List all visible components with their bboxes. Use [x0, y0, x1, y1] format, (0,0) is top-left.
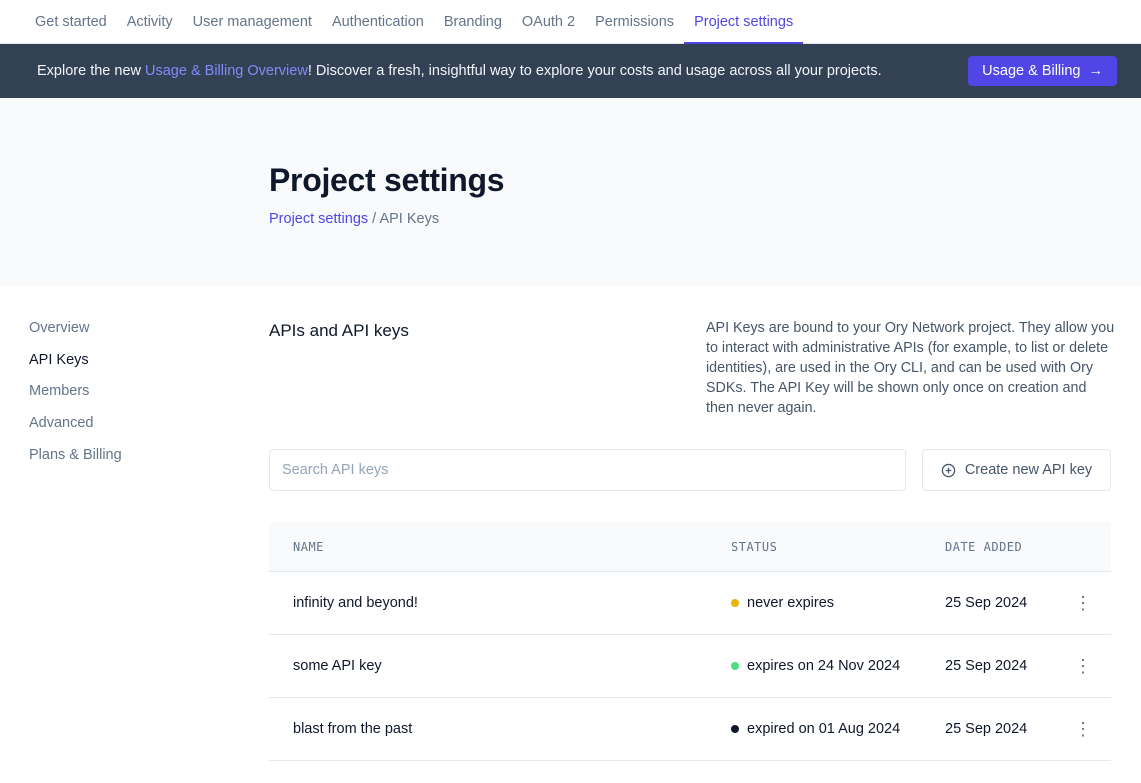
banner-suffix: ! Discover a fresh, insightful way to ex…	[307, 63, 882, 79]
search-input[interactable]	[269, 449, 906, 491]
settings-sidebar: Overview API Keys Members Advanced Plans…	[29, 318, 122, 476]
status-text: expires on 24 Nov 2024	[747, 658, 901, 674]
header-date-added: DATE ADDED	[945, 539, 1023, 554]
table-header: NAME STATUS DATE ADDED	[269, 522, 1111, 572]
sidebar-item-plans-billing[interactable]: Plans & Billing	[29, 446, 122, 463]
key-status: expires on 24 Nov 2024	[731, 658, 900, 674]
create-api-key-button[interactable]: Create new API key	[922, 449, 1111, 491]
key-name: blast from the past	[293, 721, 413, 737]
sidebar-item-members[interactable]: Members	[29, 383, 90, 400]
sidebar-item-api-keys[interactable]: API Keys	[29, 351, 89, 368]
more-options-icon[interactable]: ⋮	[1074, 655, 1092, 676]
section-title: APIs and API keys	[269, 321, 409, 340]
banner-prefix: Explore the new	[37, 63, 146, 79]
tab-get-started[interactable]: Get started	[35, 13, 107, 30]
tab-permissions[interactable]: Permissions	[595, 13, 675, 30]
table-row[interactable]: some API key expires on 24 Nov 2024 25 S…	[269, 635, 1111, 698]
breadcrumb: Project settings / API Keys	[269, 211, 1141, 227]
key-name: infinity and beyond!	[293, 595, 418, 611]
plus-circle-icon	[941, 463, 956, 477]
status-text: never expires	[747, 595, 835, 611]
key-status: expired on 01 Aug 2024	[731, 721, 900, 737]
tab-project-settings[interactable]: Project settings	[684, 0, 804, 44]
sidebar-item-overview[interactable]: Overview	[29, 320, 90, 336]
tab-branding[interactable]: Branding	[443, 13, 502, 30]
key-name: some API key	[293, 658, 382, 674]
announcement-banner: Explore the new Usage & Billing Overview…	[0, 44, 1141, 98]
usage-billing-button[interactable]: Usage & Billing →	[968, 56, 1117, 86]
status-dot-icon	[731, 725, 739, 733]
more-options-icon[interactable]: ⋮	[1074, 592, 1092, 613]
breadcrumb-current: API Keys	[379, 211, 440, 227]
api-keys-table: NAME STATUS DATE ADDED infinity and beyo…	[269, 522, 1111, 761]
top-nav: Get started Activity User management Aut…	[0, 0, 1141, 44]
banner-text: Explore the new Usage & Billing Overview…	[37, 63, 882, 79]
breadcrumb-project-settings[interactable]: Project settings	[269, 211, 369, 227]
arrow-right-icon: →	[1088, 63, 1104, 79]
create-api-key-label: Create new API key	[964, 462, 1093, 478]
table-row[interactable]: infinity and beyond! never expires 25 Se…	[269, 572, 1111, 635]
table-row[interactable]: blast from the past expired on 01 Aug 20…	[269, 698, 1111, 761]
status-text: expired on 01 Aug 2024	[747, 721, 901, 737]
header-name: NAME	[293, 539, 324, 554]
usage-billing-label: Usage & Billing	[982, 63, 1081, 79]
page-header: Project settings Project settings / API …	[0, 98, 1141, 286]
key-date-added: 25 Sep 2024	[945, 658, 1028, 674]
page-title: Project settings	[269, 162, 505, 198]
breadcrumb-separator: /	[368, 211, 380, 227]
section-description: API Keys are bound to your Ory Network p…	[706, 320, 1115, 416]
tab-user-management[interactable]: User management	[192, 13, 312, 30]
usage-billing-overview-link[interactable]: Usage & Billing Overview	[145, 63, 308, 79]
tab-activity[interactable]: Activity	[126, 13, 173, 30]
key-status: never expires	[731, 595, 834, 611]
key-date-added: 25 Sep 2024	[945, 595, 1028, 611]
more-options-icon[interactable]: ⋮	[1074, 718, 1092, 739]
sidebar-item-advanced[interactable]: Advanced	[29, 415, 94, 432]
tab-oauth2[interactable]: OAuth 2	[521, 13, 576, 30]
tab-authentication[interactable]: Authentication	[331, 13, 424, 30]
key-date-added: 25 Sep 2024	[945, 721, 1028, 737]
status-dot-icon	[731, 599, 739, 607]
status-dot-icon	[731, 662, 739, 670]
header-status: STATUS	[731, 539, 778, 554]
